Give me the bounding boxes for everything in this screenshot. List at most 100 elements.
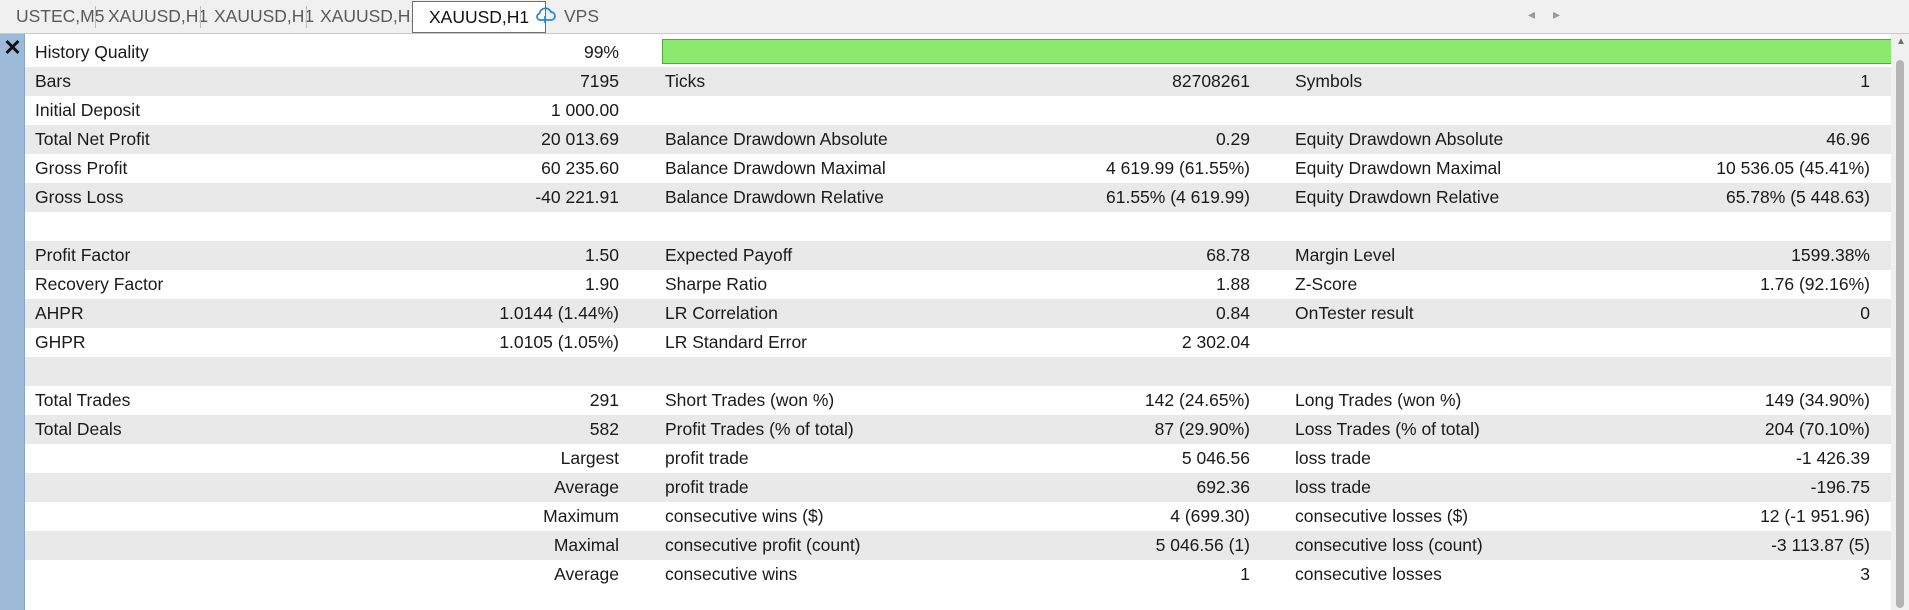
metric-label-3: Loss Trades (% of total) <box>1295 419 1480 439</box>
metric-value-2: 4 619.99 (61.55%) <box>1106 158 1250 178</box>
report-row: Initial Deposit 1 000.00 <box>25 96 1891 125</box>
metric-value-1: Maximum <box>543 506 619 526</box>
tab-separator <box>200 6 201 28</box>
report-row: Average profit trade 692.36 loss trade -196.… <box>25 473 1891 502</box>
metric-value-1: Average <box>554 477 619 497</box>
metric-label-2: Balance Drawdown Relative <box>665 187 884 207</box>
metric-label-1: Bars <box>35 71 71 91</box>
metric-label-2: consecutive profit (count) <box>665 535 861 555</box>
metric-value-3: 1.76 (92.16%) <box>1760 274 1870 294</box>
metric-value-1: 1.0144 (1.44%) <box>499 303 619 323</box>
report-row: Total Net Profit 20 013.69 Balance Drawdow… <box>25 125 1891 154</box>
metric-value-1: -40 221.91 <box>535 187 619 207</box>
metric-value-3: 3 <box>1860 564 1870 584</box>
metric-value-1: 7195 <box>580 71 619 91</box>
report-row: Maximal consecutive profit (count) 5 046.5… <box>25 531 1891 560</box>
scroll-thumb[interactable] <box>1896 60 1904 608</box>
metric-value-3: 10 536.05 (45.41%) <box>1716 158 1870 178</box>
metric-label-3: Equity Drawdown Maximal <box>1295 158 1502 178</box>
metric-value-3: -196.75 <box>1810 477 1870 497</box>
tab-xauusd-h1-1[interactable]: XAUUSD,H1 <box>92 0 224 34</box>
metric-label-1: Total Net Profit <box>35 129 150 149</box>
metric-label-3: loss trade <box>1295 477 1371 497</box>
report-row: Gross Profit 60 235.60 Balance Drawdown Ma… <box>25 154 1891 183</box>
tab-ustec-m5[interactable]: USTEC,M5 <box>0 0 120 34</box>
tab-separator <box>306 6 307 28</box>
metric-label-1: GHPR <box>35 332 86 352</box>
report-row: Profit Factor 1.50 Expected Payoff 68.78 Mar… <box>25 241 1891 270</box>
vertical-scrollbar[interactable]: ▲ <box>1891 34 1909 610</box>
metric-value-3: -1 426.39 <box>1796 448 1870 468</box>
report-row: Recovery Factor 1.90 Sharpe Ratio 1.88 Z-Sco… <box>25 270 1891 299</box>
metric-value-3: 65.78% (5 448.63) <box>1726 187 1870 207</box>
metric-label-3: Margin Level <box>1295 245 1396 265</box>
metric-label-2: Expected Payoff <box>665 245 793 265</box>
metric-value-1: 582 <box>589 419 619 439</box>
metric-label-2: LR Standard Error <box>665 332 808 352</box>
tab-vps[interactable]: VPS <box>518 0 615 34</box>
metric-value-2: 1.88 <box>1215 274 1250 294</box>
metric-value-1: 1.90 <box>584 274 619 294</box>
metric-value-2: 61.55% (4 619.99) <box>1106 187 1250 207</box>
tab-separator <box>95 6 96 28</box>
metric-value-3: 1 <box>1860 71 1870 91</box>
tab-label: XAUUSD,H1 <box>108 6 209 26</box>
metric-label-2: Short Trades (won %) <box>665 390 835 410</box>
tester-report: History Quality 99% Bars 7195 Ticks 8270826… <box>25 38 1893 589</box>
metric-label-1: AHPR <box>35 303 84 323</box>
metric-label-1: Initial Deposit <box>35 100 141 120</box>
tab-xauusd-h1-3[interactable]: XAUUSD,H1 <box>304 0 436 34</box>
tab-label: XAUUSD,H1 <box>214 6 315 26</box>
metric-label-3: Equity Drawdown Relative <box>1295 187 1500 207</box>
tab-label: VPS <box>564 6 600 26</box>
metric-value-3: 46.96 <box>1826 129 1870 149</box>
metric-value-3: -3 113.87 (5) <box>1771 535 1870 555</box>
report-row: GHPR 1.0105 (1.05%) LR Standard Error 2 302… <box>25 328 1891 357</box>
metric-label-1: Total Trades <box>35 390 131 410</box>
metric-value-3: 204 (70.10%) <box>1764 419 1870 439</box>
metric-value-3: 1599.38% <box>1791 245 1870 265</box>
metric-value-2: 87 (29.90%) <box>1154 419 1250 439</box>
metric-value-3: 12 (-1 951.96) <box>1760 506 1870 526</box>
metric-value-1: Maximal <box>553 535 619 555</box>
metric-label-3: Z-Score <box>1295 274 1358 294</box>
metric-label-2: consecutive wins ($) <box>665 506 824 526</box>
metric-value-2: 692.36 <box>1196 477 1250 497</box>
scroll-tabs-right-icon[interactable]: ▸ <box>1553 6 1561 22</box>
metric-label-2: Balance Drawdown Absolute <box>665 129 888 149</box>
history-quality-row: History Quality 99% <box>25 38 1893 67</box>
metric-value-2: 0.84 <box>1215 303 1250 323</box>
close-icon[interactable]: ✕ <box>3 35 22 60</box>
scroll-tabs-left-icon[interactable]: ◂ <box>1528 6 1536 22</box>
metric-label-1: Profit Factor <box>35 245 131 265</box>
metric-label-3: consecutive loss (count) <box>1295 535 1483 555</box>
metric-value-2: 5 046.56 (1) <box>1155 535 1250 555</box>
metric-value-1: Average <box>554 564 619 584</box>
metric-label-1: Gross Loss <box>35 187 124 207</box>
tab-xauusd-h1-2[interactable]: XAUUSD,H1 <box>198 0 330 34</box>
metric-value-2: 142 (24.65%) <box>1144 390 1250 410</box>
report-row: AHPR 1.0144 (1.44%) LR Correlation 0.84 OnTe… <box>25 299 1891 328</box>
report-row: Maximum consecutive wins ($) 4 (699.30) con… <box>25 502 1891 531</box>
metric-value-2: 0.29 <box>1215 129 1250 149</box>
metric-value-2: 5 046.56 <box>1181 448 1250 468</box>
metric-label-2: profit trade <box>665 477 749 497</box>
metric-value-1: 1.50 <box>584 245 619 265</box>
metric-label-2: Profit Trades (% of total) <box>665 419 854 439</box>
metric-value-1: 20 013.69 <box>541 129 619 149</box>
metric-value-3: 149 (34.90%) <box>1764 390 1870 410</box>
metric-label-3: consecutive losses <box>1295 564 1442 584</box>
metric-label-2: profit trade <box>665 448 749 468</box>
metric-label-2: Balance Drawdown Maximal <box>665 158 886 178</box>
scroll-up-icon[interactable]: ▲ <box>1896 36 1906 47</box>
report-row: Gross Loss -40 221.91 Balance Drawdown Rel… <box>25 183 1891 212</box>
report-row: Average consecutive wins 1 consecutive loss… <box>25 560 1891 589</box>
metric-value-2: 82708261 <box>1172 71 1250 91</box>
panel-strip <box>0 34 25 610</box>
metric-value-1: 60 235.60 <box>541 158 619 178</box>
metric-value-1: 291 <box>589 390 619 410</box>
metric-label-3: Equity Drawdown Absolute <box>1295 129 1504 149</box>
report-row: Total Deals 582 Profit Trades (% of total)… <box>25 415 1891 444</box>
metric-value-1: 1 000.00 <box>550 100 619 120</box>
metric-value-1: Largest <box>560 448 619 468</box>
